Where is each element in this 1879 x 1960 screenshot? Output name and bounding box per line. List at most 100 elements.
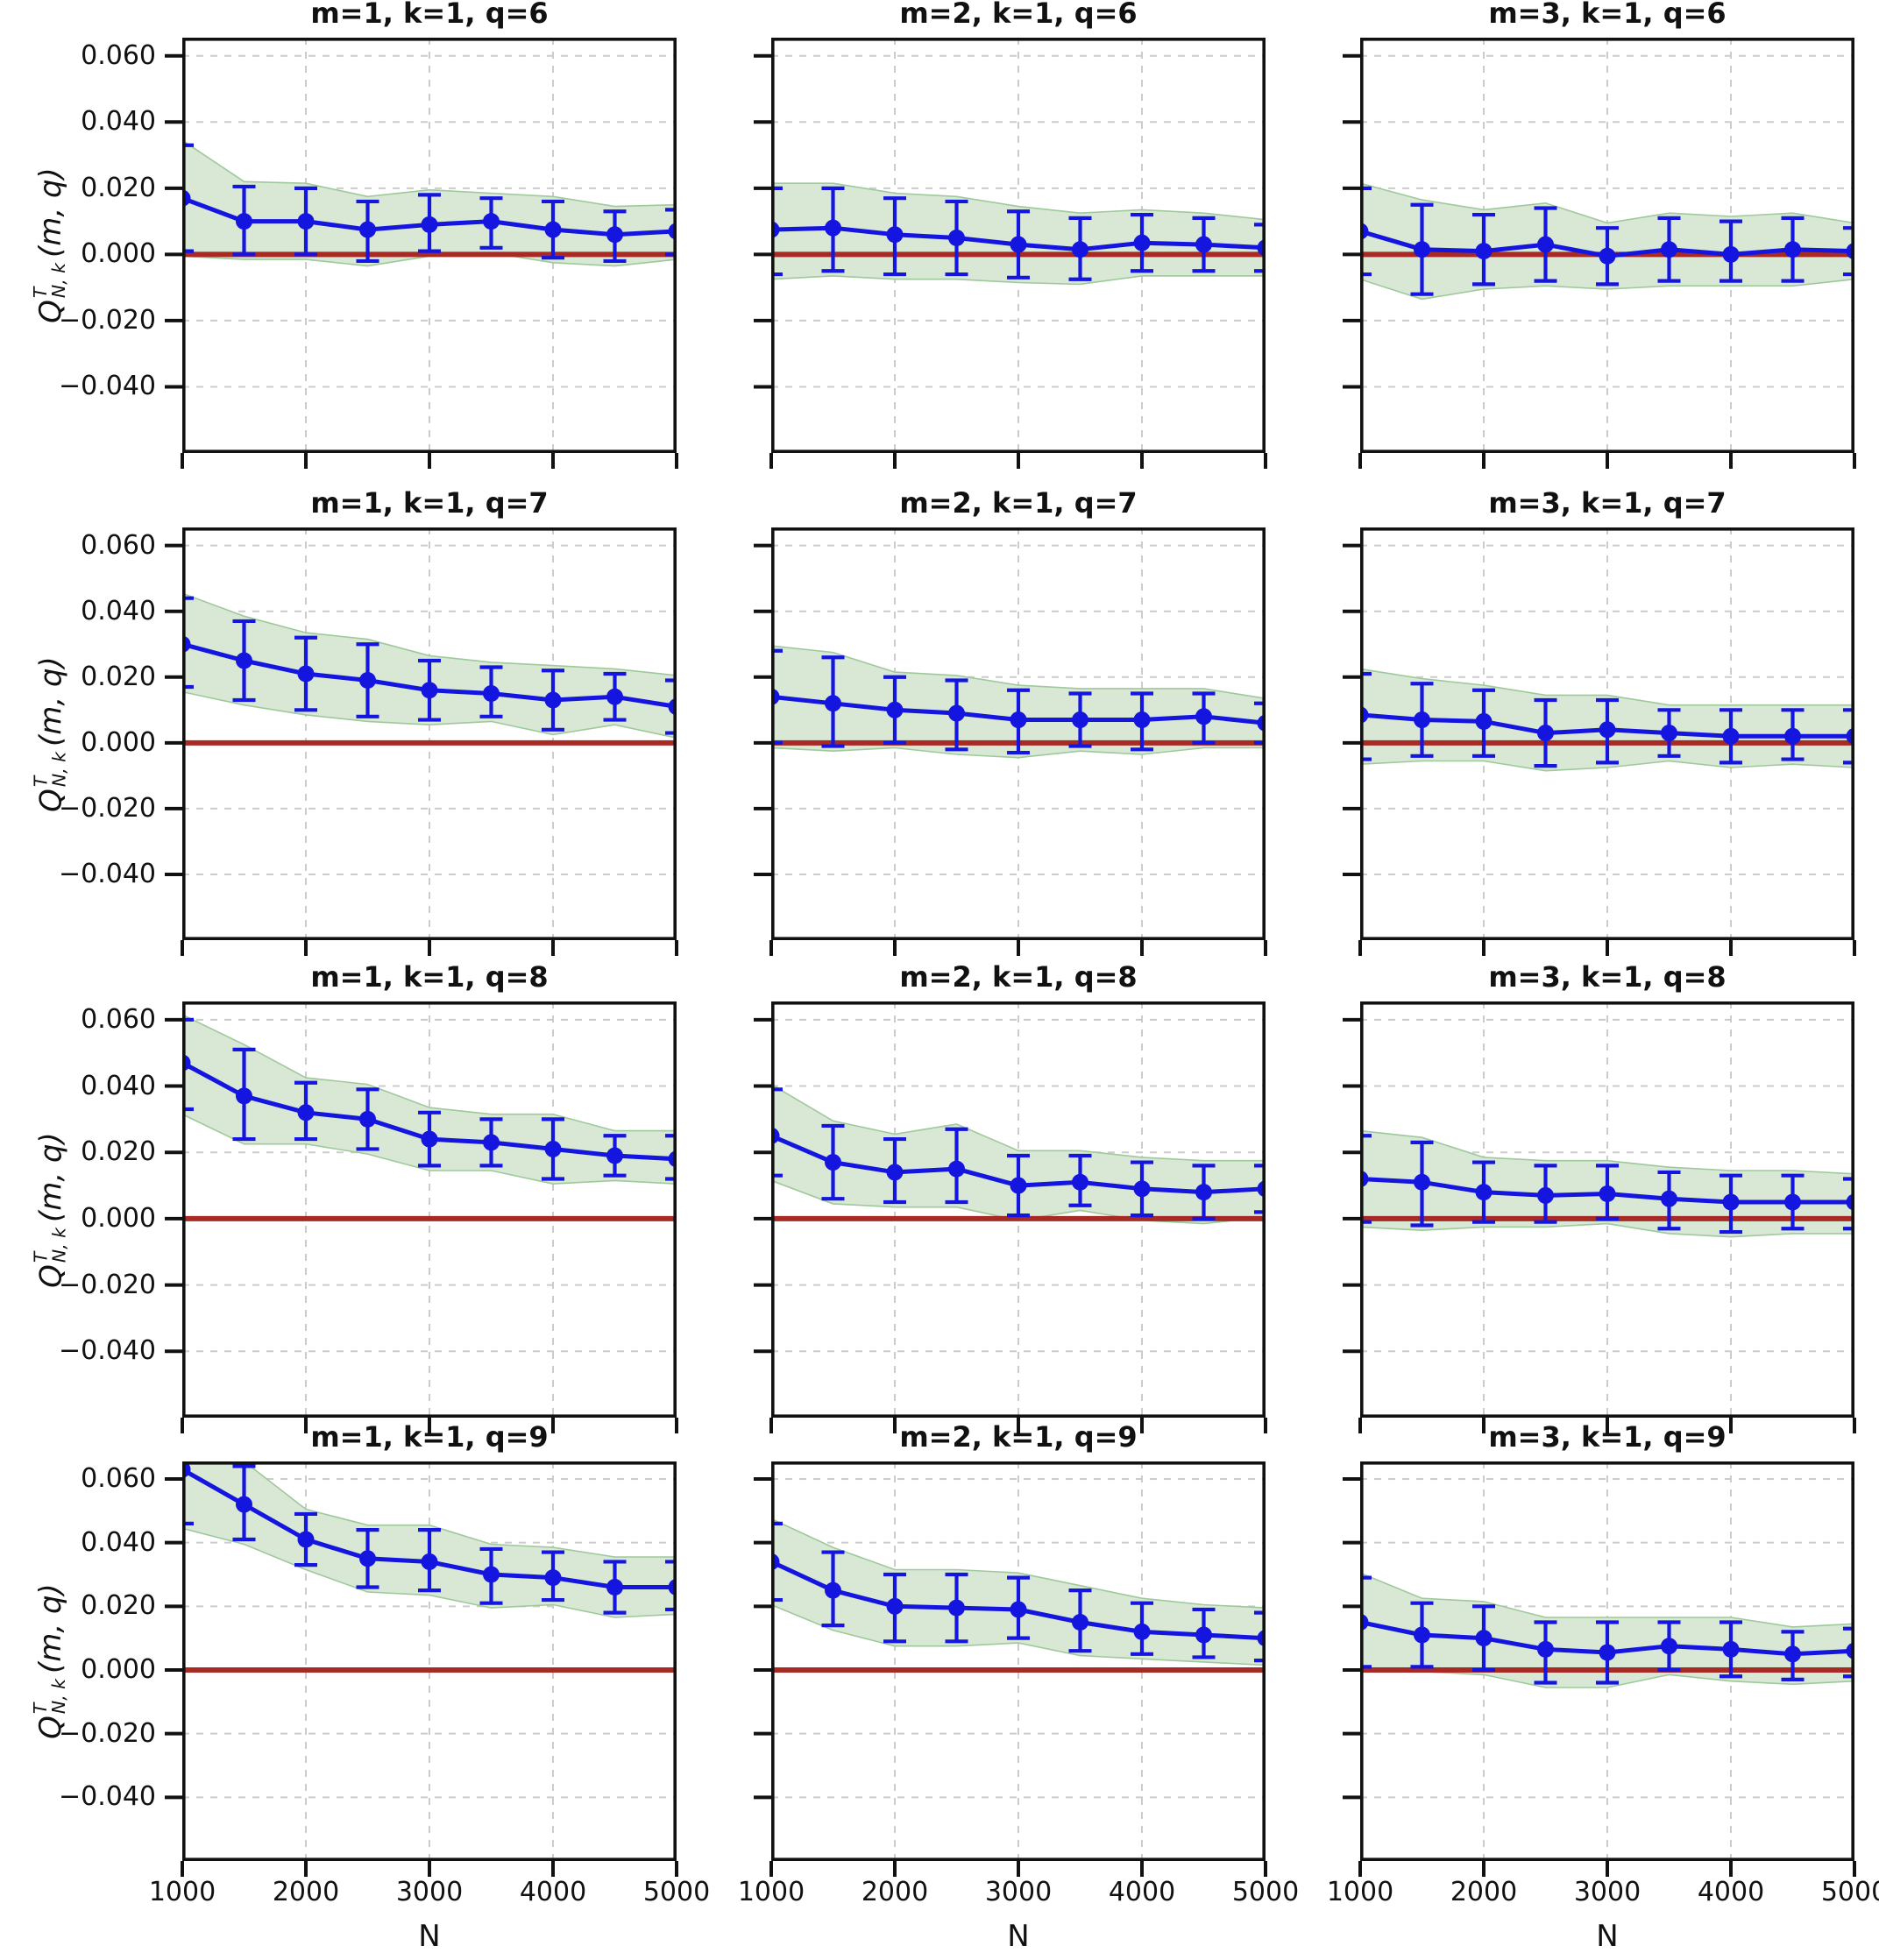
y-axis-label-sub: N, k	[48, 263, 69, 299]
subplot-m3-k1-q9: m=3, k=1, q=9	[1343, 1420, 1856, 1877]
data-point-marker	[1010, 1601, 1027, 1618]
data-point-marker	[1661, 1638, 1677, 1655]
data-point-marker	[1133, 1180, 1151, 1198]
plot-area	[754, 527, 1267, 956]
data-point-marker	[359, 1110, 376, 1128]
x-tick-label: 2000	[861, 1877, 929, 1907]
y-tick-label: 0.020	[81, 1136, 156, 1168]
panel-title: m=2, k=1, q=8	[899, 960, 1138, 994]
data-point-marker	[606, 1579, 623, 1596]
data-point-marker	[1475, 1630, 1493, 1647]
subplot-m3-k1-q8: m=3, k=1, q=8	[1343, 960, 1856, 1433]
data-point-marker	[1537, 236, 1554, 253]
y-axis-label-sup: T	[29, 1251, 51, 1263]
y-tick-label: 0.060	[81, 1462, 156, 1494]
axes-frame	[770, 1001, 1266, 1418]
data-point-marker	[1599, 1644, 1616, 1661]
plot-contents	[1360, 1001, 1854, 1418]
y-axis-label-sup: T	[29, 287, 51, 299]
plot-area	[754, 1001, 1267, 1433]
y-axis-label-args: (m, q)	[33, 655, 68, 746]
panel-title: m=1, k=1, q=8	[310, 960, 549, 994]
data-point-marker	[1599, 247, 1616, 265]
data-point-marker	[948, 1160, 965, 1178]
y-tick-label: 0.020	[81, 661, 156, 692]
data-point-marker	[1537, 725, 1554, 742]
data-point-marker	[1661, 241, 1677, 258]
y-tick-label: 0.040	[81, 1070, 156, 1101]
data-point-marker	[1414, 241, 1430, 258]
y-tick-label: −0.020	[58, 304, 156, 336]
panel-title: m=2, k=1, q=9	[899, 1420, 1138, 1454]
data-point-marker	[297, 1104, 315, 1122]
data-point-marker	[825, 219, 841, 237]
panel-title: m=2, k=1, q=6	[899, 0, 1138, 30]
y-axis-label-sup: T	[29, 1702, 51, 1715]
data-point-marker	[1784, 1645, 1801, 1663]
data-point-marker	[1010, 1177, 1027, 1194]
y-axis-label-sub: N, k	[48, 1679, 69, 1715]
y-axis-label: Q T N, k (m, q)	[29, 1001, 70, 1418]
y-tick-label: −0.020	[58, 792, 156, 824]
data-point-marker	[948, 704, 965, 722]
data-point-marker	[825, 695, 841, 712]
data-point-marker	[1195, 1626, 1212, 1644]
plot-area	[1343, 1001, 1856, 1433]
data-point-marker	[1784, 1193, 1801, 1211]
panel-title: m=2, k=1, q=7	[899, 486, 1138, 520]
x-tick-label: 1000	[148, 1877, 216, 1907]
data-point-marker	[359, 672, 376, 690]
data-point-marker	[948, 1599, 965, 1617]
data-point-marker	[1661, 725, 1677, 742]
x-tick-label: 3000	[1573, 1877, 1641, 1907]
data-point-marker	[236, 213, 252, 230]
plot-contents	[182, 38, 677, 453]
y-tick-label: 0.000	[81, 1202, 156, 1234]
subplot-m2-k1-q7: m=2, k=1, q=7	[754, 486, 1267, 956]
y-axis-label: Q T N, k (m, q)	[30, 527, 70, 940]
x-tick-label: 1000	[737, 1877, 805, 1907]
plot-contents	[1360, 1461, 1854, 1861]
data-point-marker	[297, 665, 315, 683]
axes-frame	[1359, 1461, 1855, 1861]
subplot-m3-k1-q6: m=3, k=1, q=6	[1343, 0, 1856, 469]
data-point-marker	[359, 1550, 376, 1567]
plot-contents	[182, 1461, 677, 1861]
data-point-marker	[1475, 1184, 1493, 1201]
y-axis-label-base: Q	[33, 300, 68, 323]
data-point-marker	[1599, 721, 1616, 739]
data-point-marker	[483, 213, 500, 230]
plot-contents	[771, 527, 1266, 940]
data-point-marker	[1722, 245, 1740, 263]
data-point-marker	[606, 1147, 623, 1164]
data-point-marker	[886, 1597, 904, 1615]
axes-frame	[770, 37, 1266, 453]
data-point-marker	[1010, 711, 1027, 729]
data-point-marker	[544, 1569, 562, 1587]
y-axis-label-scripts: T N, k	[29, 1228, 69, 1263]
data-point-marker	[1072, 711, 1088, 729]
y-tick-label: −0.040	[58, 1781, 156, 1813]
data-point-marker	[483, 1134, 500, 1151]
plot-contents	[182, 527, 677, 940]
x-tick-label: 5000	[1820, 1877, 1879, 1907]
data-point-marker	[1133, 1623, 1151, 1640]
x-tick-label: 5000	[642, 1877, 711, 1907]
data-point-marker	[1784, 727, 1801, 745]
data-point-marker	[236, 1087, 252, 1105]
data-point-marker	[1414, 711, 1430, 729]
data-point-marker	[297, 1531, 315, 1548]
panel-title: m=1, k=1, q=9	[310, 1420, 549, 1454]
x-tick-label: 5000	[1231, 1877, 1300, 1907]
x-axis-label: N	[418, 1919, 441, 1954]
data-point-marker	[236, 1496, 252, 1513]
data-point-marker	[544, 221, 562, 238]
y-tick-label: −0.040	[58, 1335, 156, 1367]
y-tick-label: 0.000	[81, 1653, 156, 1685]
panel-title: m=3, k=1, q=6	[1488, 0, 1727, 30]
panel-title: m=3, k=1, q=7	[1488, 486, 1727, 520]
data-point-marker	[1195, 1184, 1212, 1201]
y-tick-label: −0.040	[58, 858, 156, 889]
axes-frame	[770, 1461, 1266, 1861]
data-point-marker	[886, 226, 904, 244]
